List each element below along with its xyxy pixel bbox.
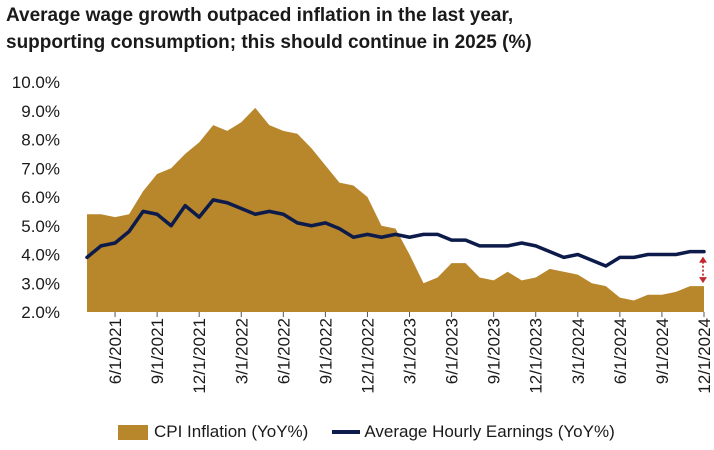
legend-label-cpi: CPI Inflation (YoY%) [154,422,309,441]
x-tick-label: 6/1/2022 [274,318,293,384]
gap-annotation-arrow [699,256,707,284]
average-hourly-earnings-line [85,198,706,268]
x-tick-label: 9/1/2021 [148,318,167,384]
x-tick-label: 12/1/2022 [358,318,377,394]
x-tick-label: 3/1/2023 [401,318,420,384]
x-tick-label: 6/1/2023 [443,318,462,384]
y-axis-ticks: 2.0% 3.0% 4.0% 5.0% 6.0% 7.0% 8.0% 9.0% 10.0% [12,73,60,322]
chart-subtitle: supporting consumption; this should cont… [6,32,532,53]
x-tick-label: 6/1/2021 [106,318,125,384]
chart-title-block: Average wage growth outpaced inflation i… [6,2,706,56]
y-tick-label: 10.0% [12,73,60,92]
x-tick-label: 6/1/2024 [611,318,630,384]
y-tick-label: 6.0% [21,188,60,207]
chart-title: Average wage growth outpaced inflation i… [6,5,514,26]
y-tick-label: 2.0% [21,303,60,322]
legend-swatch-cpi [118,424,148,440]
x-tick-label: 12/1/2024 [695,318,714,394]
y-tick-label: 3.0% [21,274,60,293]
plot-area [85,107,707,312]
x-tick-label: 9/1/2024 [653,318,672,384]
legend: CPI Inflation (YoY%) Average Hourly Earn… [118,422,615,442]
y-tick-label: 8.0% [21,131,60,150]
x-tick-label: 3/1/2022 [232,318,251,384]
y-tick-label: 5.0% [21,217,60,236]
y-tick-label: 4.0% [21,246,60,265]
x-tick-label: 9/1/2022 [316,318,335,384]
y-tick-label: 7.0% [21,159,60,178]
cpi-inflation-area [87,107,704,312]
x-axis-ticks: 6/1/2021 9/1/2021 12/1/2021 3/1/2022 6/1/202… [106,312,714,394]
legend-label-earnings: Average Hourly Earnings (YoY%) [364,422,615,441]
x-tick-label: 12/1/2021 [190,318,209,394]
x-tick-label: 9/1/2023 [485,318,504,384]
x-tick-label: 3/1/2024 [569,318,588,384]
y-tick-label: 9.0% [21,102,60,121]
x-tick-label: 12/1/2023 [527,318,546,394]
legend-swatch-earnings [332,430,361,434]
